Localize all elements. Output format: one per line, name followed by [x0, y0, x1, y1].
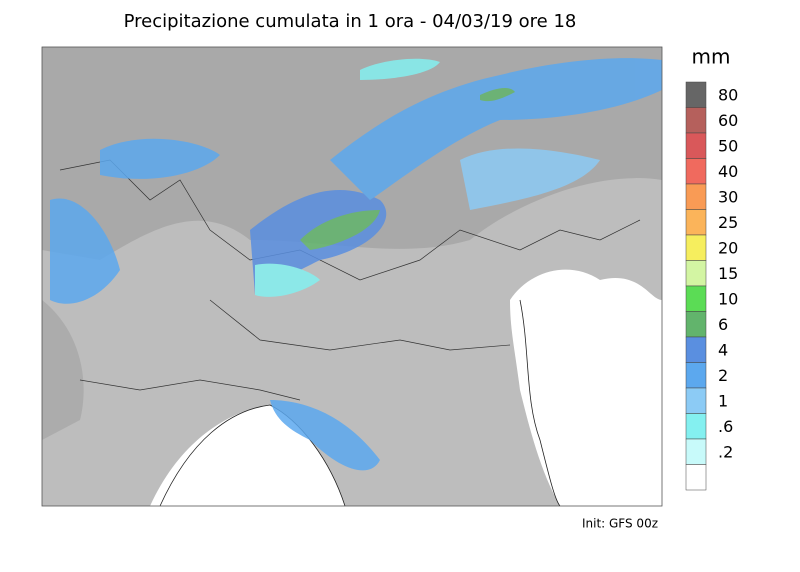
adriatic-sea [510, 269, 662, 506]
western-alps [42, 300, 84, 440]
borders [59, 159, 641, 401]
footer-note: Init: GFS 00z [582, 517, 658, 531]
legend-label: 40 [718, 162, 738, 181]
legend-label: 50 [718, 136, 738, 155]
legend-label: 25 [718, 213, 738, 232]
legend-swatch [685, 158, 707, 185]
legend-swatch [685, 285, 707, 312]
legend-label: 80 [718, 85, 738, 104]
coastline [159, 404, 346, 507]
legend-swatch [685, 132, 707, 159]
legend-label: 20 [718, 238, 738, 257]
legend-swatch [685, 362, 707, 389]
legend-label: 15 [718, 264, 738, 283]
legend-swatch [685, 234, 707, 261]
legend-swatch [685, 209, 707, 236]
legend-label: 1 [718, 391, 728, 410]
legend-swatch [685, 260, 707, 287]
legend-swatch [685, 81, 707, 108]
legend-swatch [685, 464, 707, 491]
legend-swatch [685, 413, 707, 440]
legend-label: .2 [718, 442, 733, 461]
legend-label: 30 [718, 187, 738, 206]
legend-swatch [685, 311, 707, 338]
legend-label: 60 [718, 111, 738, 130]
legend-unit: mm [692, 45, 731, 69]
title: Precipitazione cumulata in 1 ora - 04/03… [124, 11, 577, 32]
coastline [519, 299, 561, 507]
legend-label: 2 [718, 366, 728, 385]
legend-label: 4 [718, 340, 728, 359]
legend-label: 10 [718, 289, 738, 308]
legend-swatch [685, 387, 707, 414]
map [41, 46, 663, 507]
legend-label: 6 [718, 315, 728, 334]
legend-swatch [685, 336, 707, 363]
precipitation [50, 58, 662, 471]
map-frame [41, 46, 663, 507]
legend-swatch [685, 183, 707, 210]
legend-swatch [685, 107, 707, 134]
legend-label: .6 [718, 417, 733, 436]
legend-swatch [685, 438, 707, 465]
legend: 80 60 50 40 30 25 20 15 10 6 4 2 1 .6 .2 [685, 81, 738, 491]
